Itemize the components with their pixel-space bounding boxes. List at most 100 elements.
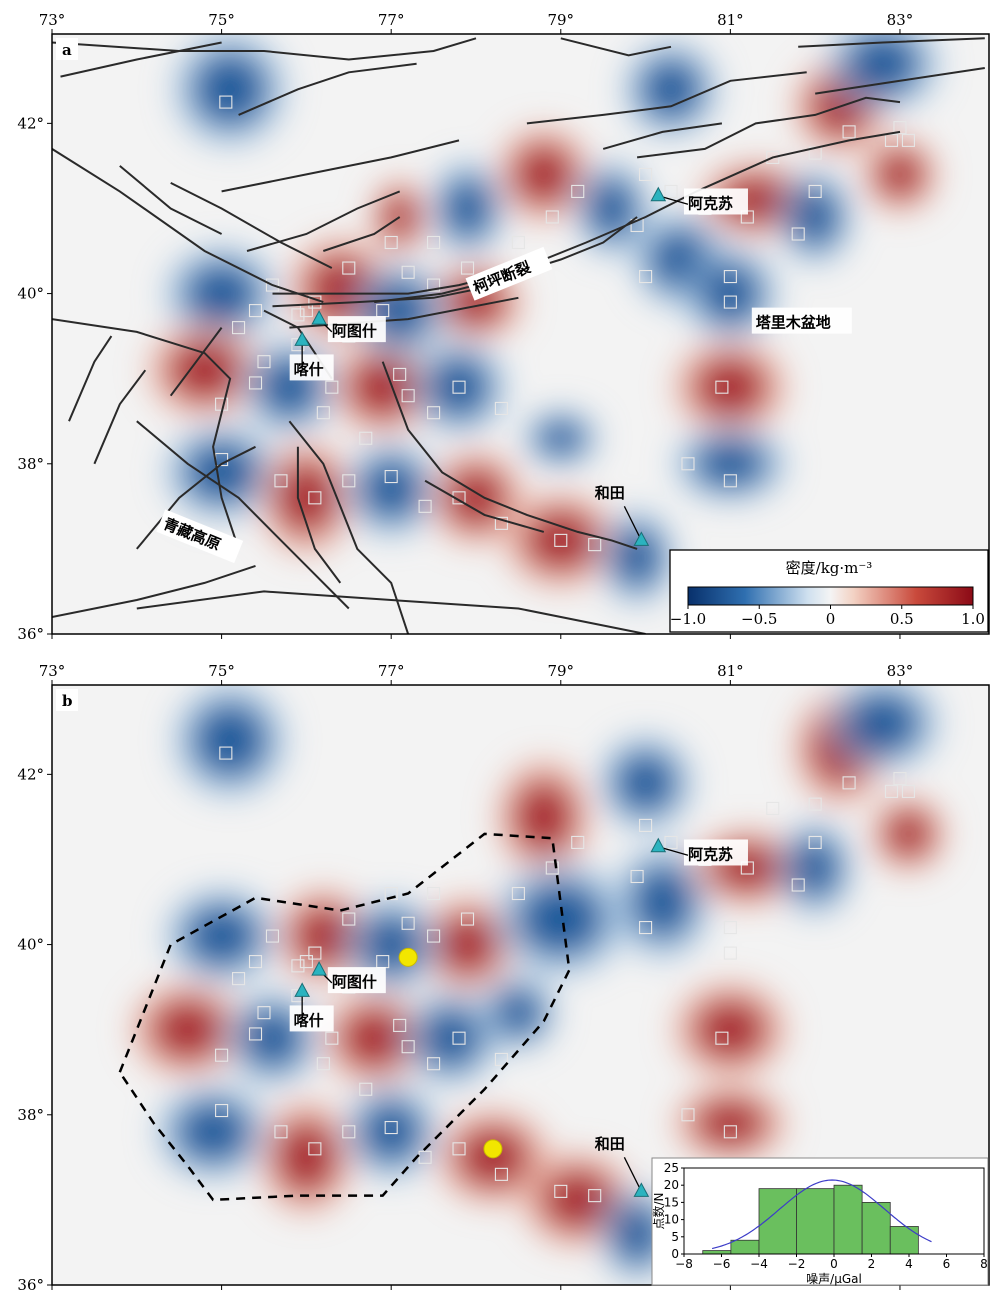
histogram-bar [730,1239,760,1255]
colorbar-tick-label: 0.5 [890,610,914,628]
gravity-station-marker [265,929,280,943]
fault-line [93,369,147,465]
histogram-y-tick-label: 5 [671,1230,679,1244]
gravity-station-marker [393,367,407,381]
gravity-station-marker [664,184,678,198]
gravity-station-marker [511,886,525,901]
negative-density-core [846,692,920,754]
gravity-station-marker [342,261,356,275]
earthquake-epicenter-marker [398,947,418,967]
lon-tick-label: 75° [208,662,235,680]
city-label-kashgar: 喀什 [294,1011,324,1029]
city-label-hotan: 和田 [595,484,625,502]
fault-line [52,564,256,618]
gravity-station-marker [494,1052,508,1067]
fault-line [136,420,350,610]
lon-tick-label: 83° [887,11,914,29]
histogram-x-tick-label: 2 [868,1257,876,1271]
colorbar-gradient [687,586,974,606]
gravity-station-marker [766,150,780,164]
negative-density-core [536,419,586,457]
panel-letter: b [62,692,73,710]
gravity-station-marker [215,1103,229,1118]
city-label-hotan: 和田 [595,1135,625,1153]
lon-tick-label: 75° [208,11,235,29]
gravity-station-marker [511,235,525,250]
map-area-a [52,34,989,634]
gravity-station-marker [715,1031,729,1045]
gravity-station-marker [452,1142,466,1156]
gravity-station-marker [359,1082,373,1096]
lat-tick-label: 36° [17,625,44,643]
negative-density-core [790,186,840,248]
city-label-artux: 阿图什 [332,322,377,340]
gravity-station-marker [494,401,508,416]
lat-tick-label: 42° [17,765,44,783]
positive-density-core [275,461,337,535]
gravity-station-marker [401,916,415,930]
negative-density-core [193,703,267,778]
fault-line [52,148,324,304]
panel-letter: a [62,41,72,59]
gravity-station-marker [588,538,602,552]
map-frame [51,684,990,1286]
fault-line [52,37,477,61]
gravity-station-marker [723,1125,737,1139]
label-background [751,307,852,334]
lon-tick-label: 79° [547,11,574,29]
city-triangle-icon [633,1182,650,1197]
negative-density-core [360,458,422,520]
lon-tick-label: 79° [547,662,574,680]
gravity-station-marker [901,133,915,147]
gravity-station-marker [639,270,653,284]
gravity-station-marker [554,533,568,547]
negative-density-core [612,526,662,589]
fault-line [60,41,222,78]
gravity-station-marker [342,474,356,488]
histogram-x-tick-label: −2 [788,1257,806,1271]
histogram-y-axis-label: 点数/N [651,1192,666,1229]
gravity-station-marker [274,1125,288,1139]
fault-line [798,37,985,48]
fault-line [815,67,985,95]
gravity-station-marker [639,818,653,832]
gravity-station-marker [571,835,585,849]
gravity-station-marker [494,1167,508,1181]
gravity-station-marker [257,355,271,369]
colorbar-tick-label: 0 [826,610,836,628]
gravity-station-marker [248,955,263,969]
fault-line [602,122,723,150]
fault-line [381,361,638,550]
lat-tick-label: 38° [17,1106,44,1124]
fault-line [170,182,333,269]
fault-line [221,139,460,193]
label-background [289,354,334,381]
gravity-station-marker [342,1125,356,1139]
city-triangle-icon [311,310,327,325]
label-background [156,509,244,564]
lon-tick-label: 81° [717,11,744,29]
histogram-x-tick-label: −4 [750,1257,768,1271]
fault-line [68,335,113,422]
label-background [683,839,748,866]
city-triangle-icon [311,961,327,976]
gravity-station-marker [393,1018,407,1032]
region-label-tarim-basin: 塔里木盆地 [756,314,831,332]
gravity-station-marker [427,278,441,292]
histogram-x-tick-label: −8 [675,1257,693,1271]
gravity-station-marker [384,235,398,250]
gravity-station-marker [808,835,822,849]
gravity-station-marker [232,321,246,335]
histogram-bar [889,1226,919,1255]
normal-fit-curve [711,1179,932,1250]
gravity-station-marker [791,227,805,241]
gravity-station-marker [681,1108,695,1122]
earthquake-epicenter-marker [483,1139,503,1159]
gravity-station-marker [460,261,475,275]
negative-density-core [176,1101,250,1163]
gravity-station-marker [232,972,246,986]
gravity-station-marker [884,784,899,798]
gravity-station-marker [257,1006,271,1020]
positive-density-core [513,780,575,854]
gravity-station-marker [274,474,288,488]
